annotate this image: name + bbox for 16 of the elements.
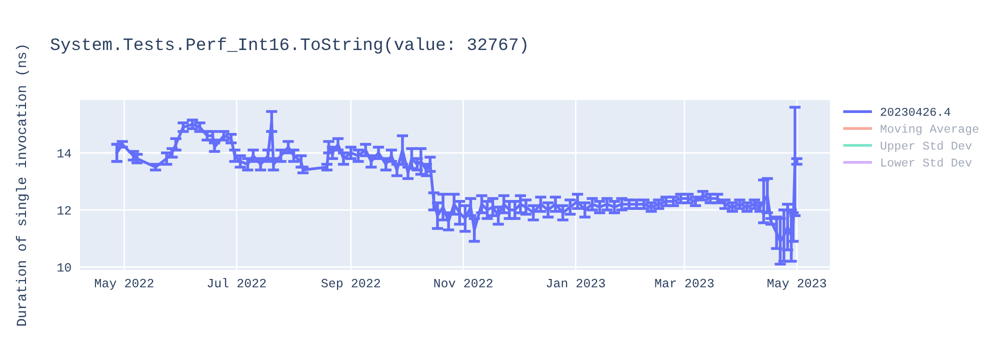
x-tick-label: Mar 2023 xyxy=(655,278,714,288)
x-tick-label: Jan 2023 xyxy=(546,278,605,288)
x-tick-label: May 2022 xyxy=(95,278,154,290)
y-tick-label: 14 xyxy=(58,149,72,158)
x-tick-label: Nov 2022 xyxy=(434,278,492,288)
x-tick-label: May 2023 xyxy=(768,278,826,290)
y-axis-title: Duration of single invocation (ns) xyxy=(16,46,29,326)
chart-title: System.Tests.Perf_Int16.ToString(value: 32767) xyxy=(50,37,526,54)
x-tick-label: Sep 2022 xyxy=(321,278,380,290)
y-tick-label: 12 xyxy=(58,206,71,214)
x-tick-label: Jul 2022 xyxy=(208,278,266,288)
legend-label: Moving Average xyxy=(880,124,978,136)
legend-label: Upper Std Dev xyxy=(880,141,972,152)
legend-label: 20230426.4 xyxy=(880,108,950,116)
y-tick-label: 10 xyxy=(58,263,71,272)
legend-label: Lower Std Dev xyxy=(881,158,972,167)
